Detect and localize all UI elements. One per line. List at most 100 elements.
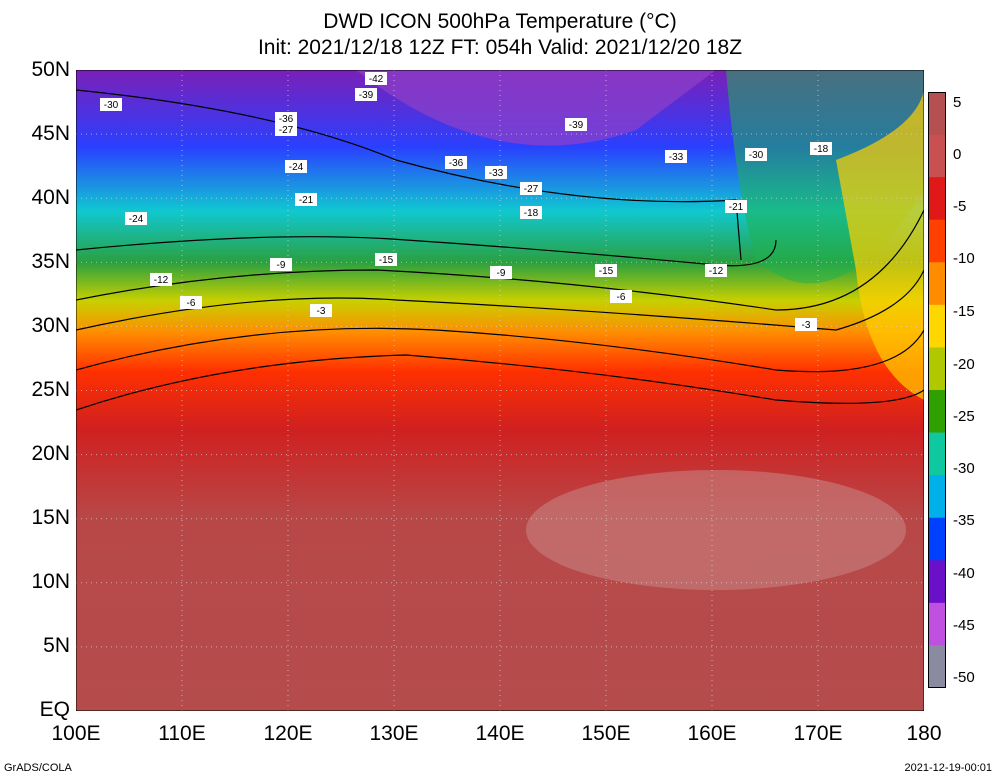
contour-label: -39	[359, 90, 374, 101]
contour-label: -27	[524, 184, 539, 195]
contour-label: -36	[279, 114, 294, 125]
contour-label: -42	[369, 74, 384, 85]
lat-label: 45N	[31, 122, 70, 145]
contour-label-box	[375, 253, 397, 266]
colorbar-frame	[928, 92, 946, 688]
colorbar-segment	[928, 347, 946, 391]
lon-label: 110E	[158, 722, 206, 745]
contour-label-box	[490, 266, 512, 279]
colorbar-segment	[928, 304, 946, 348]
contour-label: -3	[802, 320, 811, 331]
lat-label: 35N	[31, 250, 70, 273]
contour-label-box	[445, 156, 467, 169]
contour-label-box	[275, 112, 297, 125]
colorbar-label: -50	[953, 669, 975, 686]
contour-label: -12	[709, 266, 724, 277]
colorbar-segment	[928, 432, 946, 476]
colorbar-label: -40	[953, 565, 975, 582]
lon-label: 130E	[369, 722, 419, 745]
cold-core	[356, 70, 716, 146]
colorbar-segment	[928, 177, 946, 221]
lat-label: 25N	[31, 378, 70, 401]
colorbar-label: 0	[953, 146, 962, 163]
contour-label-box	[485, 166, 507, 179]
lat-label: 50N	[31, 58, 70, 81]
lon-label: 140E	[475, 722, 525, 745]
contour-label: -6	[617, 292, 626, 303]
contour-label: -39	[569, 120, 584, 131]
contour-label-box	[810, 142, 832, 155]
colorbar-segment	[928, 390, 946, 434]
contour-label: -18	[524, 208, 539, 219]
contour-label: -6	[187, 298, 196, 309]
lon-label: 160E	[687, 722, 737, 745]
contour-label-box	[150, 273, 172, 286]
contour-label-box	[520, 206, 542, 219]
lon-label: 100E	[51, 722, 101, 745]
colorbar-label: -35	[953, 512, 975, 529]
contour-label: -12	[154, 275, 169, 286]
contour-label: -30	[749, 150, 764, 161]
contour-label-box	[285, 160, 307, 173]
warm-pool	[526, 470, 906, 590]
colorbar-label: -45	[953, 617, 975, 634]
warm-ridge-core	[836, 90, 924, 400]
colorbar-label: -25	[953, 408, 975, 425]
footer-credit: GrADS/COLA	[4, 762, 72, 774]
contour-label: -24	[289, 162, 304, 173]
lon-label: 120E	[263, 722, 313, 745]
contour-label-box	[180, 296, 202, 309]
contour-label-box	[100, 98, 122, 111]
lat-label: 5N	[43, 634, 70, 657]
contour-label: -36	[449, 158, 464, 169]
contour-label-box	[705, 264, 727, 277]
contour-label-box	[365, 72, 387, 85]
temperature-map: -42 -39 -39 -36 -36 -33 -33 -30 -30 -27 -27 -24 -24 -…	[76, 70, 924, 711]
map-subtitle: Init: 2021/12/18 12Z FT: 054h Valid: 202…	[257, 36, 743, 59]
contour-label-box	[795, 318, 817, 331]
contour-label-box	[665, 150, 687, 163]
colorbar-label: -5	[953, 198, 967, 215]
lat-label: 40N	[31, 186, 70, 209]
lat-label: 30N	[31, 314, 70, 337]
colorbar-segment	[928, 560, 946, 604]
colorbar-label: -30	[953, 460, 975, 477]
contour-label-box	[125, 212, 147, 225]
contour-label: -33	[669, 152, 684, 163]
colorbar-segment	[928, 92, 946, 136]
colorbar-segment	[928, 517, 946, 561]
contour-label: -33	[489, 168, 504, 179]
colorbar-label: -20	[953, 356, 975, 373]
contour-label: -9	[497, 268, 506, 279]
contour-label-box	[565, 118, 587, 131]
contour-label-box	[725, 200, 747, 213]
contour-label: -24	[129, 214, 144, 225]
contour-label: -15	[599, 266, 614, 277]
colorbar-segment	[928, 262, 946, 306]
colorbar-label: 5	[953, 94, 962, 111]
contour-label-box	[610, 290, 632, 303]
contour-label-box	[745, 148, 767, 161]
colorbar-segment	[928, 602, 946, 646]
footer-timestamp: 2021-12-19-00:01	[904, 762, 992, 774]
contour-label-box	[295, 193, 317, 206]
contour-label-box	[275, 123, 297, 136]
lat-label: 15N	[31, 506, 70, 529]
lon-label: 150E	[581, 722, 631, 745]
lat-label: 10N	[31, 570, 70, 593]
contour-label-group: -42 -39 -39 -36 -36 -33 -33 -30 -30 -27 -27 -24 -24 -…	[100, 72, 832, 331]
contour-label: -30	[104, 100, 119, 111]
colorbar-segment	[928, 475, 946, 519]
contour-label: -21	[729, 202, 744, 213]
gridlines	[76, 70, 924, 711]
lon-label: 180	[906, 722, 942, 745]
contour-label: -18	[814, 144, 829, 155]
lat-label: EQ	[39, 698, 70, 721]
map-title: DWD ICON 500hPa Temperature (°C)	[323, 10, 677, 33]
contour-label-box	[355, 88, 377, 101]
contour-label-box	[595, 264, 617, 277]
colorbar-segment	[928, 134, 946, 178]
colorbar-segment	[928, 645, 946, 688]
colorbar-label: -15	[953, 303, 975, 320]
lat-label: 20N	[31, 442, 70, 465]
